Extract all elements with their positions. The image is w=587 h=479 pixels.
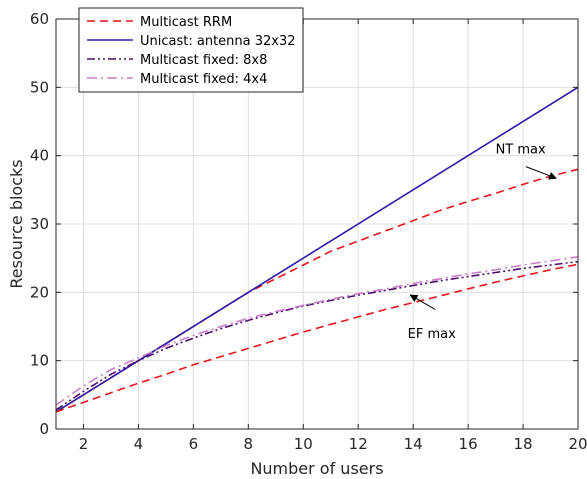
- series-line-5: [55, 263, 579, 413]
- y-tick-label: 40: [30, 147, 49, 165]
- x-tick-label: 18: [514, 435, 533, 453]
- x-tick-label: 2: [79, 435, 89, 453]
- annotation-label-2: EF max: [408, 327, 456, 342]
- y-tick-label: 50: [30, 78, 49, 96]
- x-tick-label: 14: [404, 435, 423, 453]
- y-tick-label: 20: [30, 283, 49, 301]
- series-lines: [55, 86, 579, 413]
- series-line-1: [55, 168, 579, 413]
- x-tick-label: 12: [349, 435, 368, 453]
- annotations: NT max EF max: [408, 143, 557, 342]
- y-tick-label: 0: [39, 420, 49, 438]
- y-tick-label: 60: [30, 10, 49, 28]
- legend-label: Multicast fixed: 8x8: [140, 53, 267, 68]
- series-line-4: [55, 256, 579, 406]
- annotation-arrow-1: [525, 166, 557, 180]
- legend-label: Multicast fixed: 4x4: [140, 72, 267, 87]
- y-axis-label: Resource blocks: [7, 159, 26, 288]
- x-tick-label: 6: [189, 435, 199, 453]
- x-tick-label: 16: [459, 435, 478, 453]
- legend-label: Unicast: antenna 32x32: [140, 34, 296, 49]
- x-axis-label: Number of users: [250, 459, 383, 478]
- annotation-label-1: NT max: [496, 143, 546, 158]
- x-tick-label: 20: [568, 435, 587, 453]
- x-tick-label: 4: [134, 435, 144, 453]
- legend: Multicast RRM Unicast: antenna 32x32 Multi…: [78, 7, 304, 93]
- x-tick-label: 8: [244, 435, 254, 453]
- legend-label: Multicast RRM: [140, 15, 232, 30]
- x-tick-label: 10: [294, 435, 313, 453]
- axis-ticks: 2 4 6 8 10 12 14 16 18 20 0 10 20 30 40 50 60: [30, 10, 587, 453]
- y-tick-label: 30: [30, 215, 49, 233]
- series-line-3: [55, 260, 579, 411]
- annotation-arrow-2: [409, 294, 436, 310]
- y-tick-label: 10: [30, 352, 49, 370]
